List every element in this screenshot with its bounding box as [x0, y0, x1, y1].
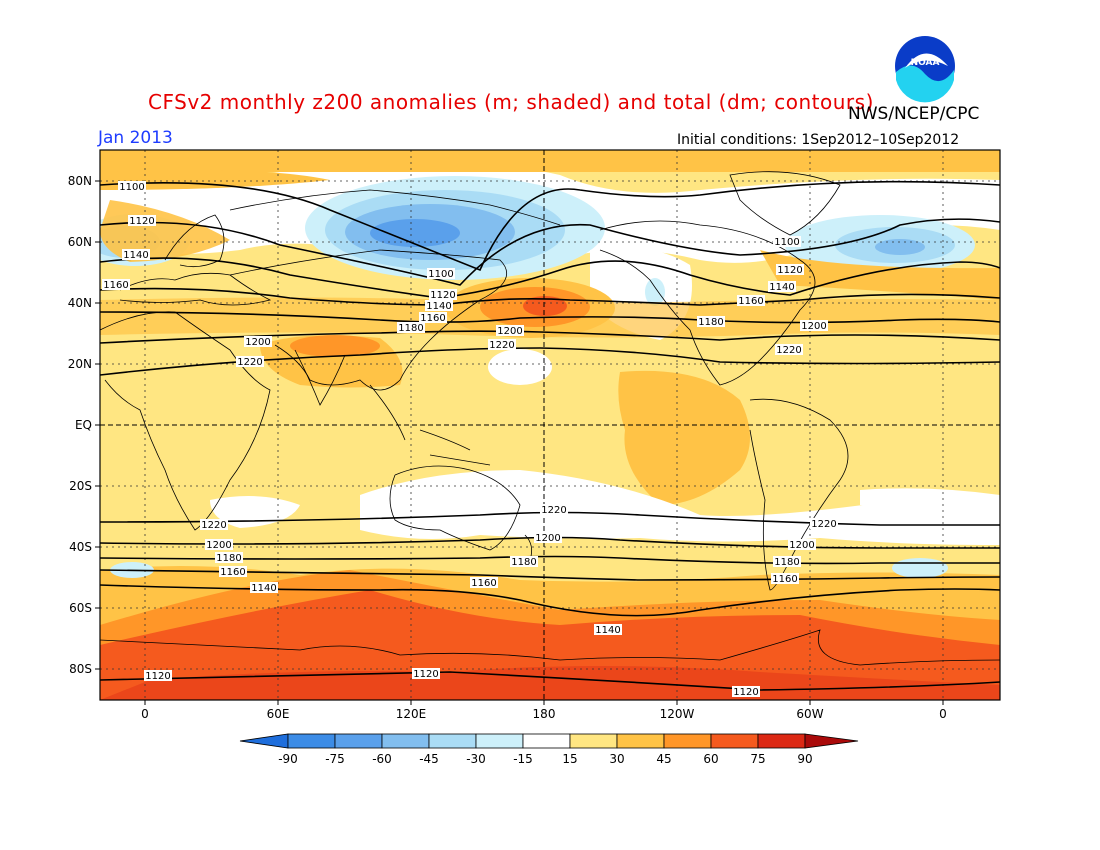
colorbar-swatch: [569, 733, 618, 749]
svg-text:1200: 1200: [245, 337, 270, 348]
svg-text:1200: 1200: [497, 326, 522, 337]
colorbar-label: 60: [703, 752, 718, 766]
svg-text:1220: 1220: [237, 357, 262, 368]
svg-text:1140: 1140: [251, 583, 276, 594]
lat-label: 80S: [69, 662, 92, 676]
contour-labels: 1100 1120 1140 1160 1100 1120 1140 1160 …: [102, 181, 838, 698]
noaa-logo-text: NOAA: [911, 58, 940, 68]
lat-label: 20S: [69, 479, 92, 493]
svg-text:1120: 1120: [413, 669, 438, 680]
lat-label: 40S: [69, 540, 92, 554]
svg-text:1120: 1120: [145, 671, 170, 682]
svg-text:1160: 1160: [772, 574, 797, 585]
colorbar-swatch: [334, 733, 383, 749]
lat-label: 80N: [68, 174, 92, 188]
svg-text:1140: 1140: [123, 250, 148, 261]
colorbar-label: -45: [419, 752, 439, 766]
lon-label: 60E: [267, 707, 290, 721]
svg-text:1200: 1200: [206, 540, 231, 551]
lon-label: 120W: [660, 707, 695, 721]
colorbar-swatch: [663, 733, 712, 749]
svg-text:1100: 1100: [428, 269, 453, 280]
lon-label: 120E: [396, 707, 427, 721]
lat-lon-grid: [100, 150, 1000, 700]
svg-text:1220: 1220: [489, 340, 514, 351]
colorbar-label: -60: [372, 752, 392, 766]
colorbar-label: -90: [278, 752, 298, 766]
lat-label: 60S: [69, 601, 92, 615]
svg-text:1120: 1120: [129, 216, 154, 227]
lon-label: 0: [141, 707, 149, 721]
svg-text:1120: 1120: [430, 290, 455, 301]
svg-text:1160: 1160: [103, 280, 128, 291]
colorbar-label: 75: [750, 752, 765, 766]
initial-conditions: Initial conditions: 1Sep2012–10Sep2012: [677, 132, 960, 148]
lon-label: 180: [533, 707, 556, 721]
svg-text:1180: 1180: [698, 317, 723, 328]
colorbar-swatch: [616, 733, 665, 749]
svg-text:1100: 1100: [119, 182, 144, 193]
svg-text:1140: 1140: [426, 301, 451, 312]
colorbar-swatch: [757, 733, 806, 749]
svg-text:1120: 1120: [777, 265, 802, 276]
lat-label: 40N: [68, 296, 92, 310]
colorbar-labels: -90 -75 -60 -45 -30 -15 15 30 45 60 75 9…: [278, 752, 812, 766]
colorbar: -90 -75 -60 -45 -30 -15 15 30 45 60 75 9…: [239, 733, 859, 766]
colorbar-swatch: [522, 733, 571, 749]
colorbar-label: 90: [797, 752, 812, 766]
svg-text:1140: 1140: [595, 625, 620, 636]
svg-text:1160: 1160: [738, 296, 763, 307]
lon-label: 60W: [796, 707, 823, 721]
lon-label: 0: [939, 707, 947, 721]
svg-text:1160: 1160: [420, 313, 445, 324]
colorbar-label: 30: [609, 752, 624, 766]
svg-text:1200: 1200: [789, 540, 814, 551]
noaa-logo: NOAA: [895, 36, 955, 103]
svg-text:1220: 1220: [201, 520, 226, 531]
colorbar-swatch: [710, 733, 759, 749]
colorbar-label: 45: [656, 752, 671, 766]
svg-text:1200: 1200: [535, 533, 560, 544]
svg-text:1220: 1220: [776, 345, 801, 356]
colorbar-swatch: [381, 733, 430, 749]
svg-text:1160: 1160: [471, 578, 496, 589]
svg-text:1220: 1220: [811, 519, 836, 530]
lat-label: 20N: [68, 357, 92, 371]
equator-dateline: [100, 150, 1000, 700]
svg-text:1180: 1180: [216, 553, 241, 564]
svg-text:1180: 1180: [774, 557, 799, 568]
colorbar-swatch: [428, 733, 477, 749]
svg-text:1200: 1200: [801, 321, 826, 332]
chart-title: CFSv2 monthly z200 anomalies (m; shaded)…: [148, 90, 874, 114]
svg-text:1220: 1220: [541, 505, 566, 516]
longitude-labels: 0 60E 120E 180 120W 60W 0: [141, 707, 947, 721]
svg-text:1100: 1100: [774, 237, 799, 248]
colorbar-left-arrow: [239, 733, 289, 749]
forecast-month: Jan 2013: [98, 128, 173, 148]
lat-label: 60N: [68, 235, 92, 249]
colorbar-label: -75: [325, 752, 345, 766]
height-contours: [100, 180, 1000, 691]
svg-text:1160: 1160: [220, 567, 245, 578]
latitude-labels: 80N 60N 40N 20N EQ 20S 40S 60S 80S: [68, 174, 92, 676]
colorbar-label: -30: [466, 752, 486, 766]
colorbar-label: 15: [562, 752, 577, 766]
agency-label: NWS/NCEP/CPC: [848, 104, 980, 124]
colorbar-label: -15: [513, 752, 533, 766]
svg-text:1180: 1180: [398, 323, 423, 334]
svg-text:1140: 1140: [769, 282, 794, 293]
colorbar-swatch: [475, 733, 524, 749]
axis-ticks: [95, 180, 944, 705]
colorbar-right-arrow: [804, 733, 859, 749]
svg-text:1180: 1180: [511, 557, 536, 568]
lat-label: EQ: [75, 418, 92, 432]
colorbar-swatch: [287, 733, 336, 749]
svg-text:1120: 1120: [733, 687, 758, 698]
